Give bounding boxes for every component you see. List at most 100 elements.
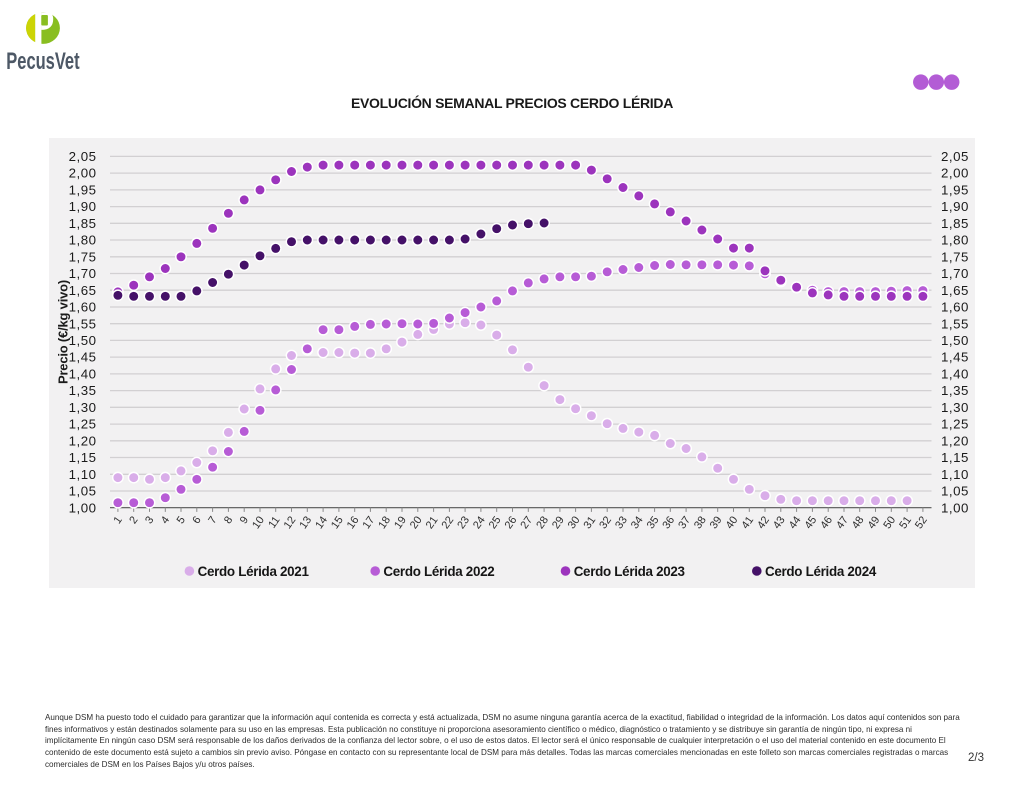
svg-text:10: 10: [250, 514, 267, 531]
svg-text:8: 8: [222, 514, 235, 526]
svg-text:1,85: 1,85: [941, 216, 969, 231]
svg-text:Cerdo Lérida 2024: Cerdo Lérida 2024: [765, 564, 877, 579]
svg-text:2,00: 2,00: [941, 166, 969, 181]
svg-text:1: 1: [112, 514, 125, 526]
svg-text:52: 52: [913, 514, 930, 531]
svg-text:1,10: 1,10: [941, 467, 969, 482]
svg-text:37: 37: [676, 514, 693, 531]
svg-text:1,60: 1,60: [941, 300, 969, 315]
svg-text:1,80: 1,80: [941, 233, 969, 248]
svg-text:1,50: 1,50: [69, 333, 97, 348]
svg-text:19: 19: [392, 514, 409, 531]
svg-text:1,25: 1,25: [69, 417, 97, 432]
svg-text:2,05: 2,05: [69, 149, 97, 164]
svg-text:27: 27: [518, 514, 535, 531]
svg-text:48: 48: [850, 514, 867, 531]
svg-text:21: 21: [424, 514, 441, 531]
svg-text:5: 5: [175, 514, 188, 526]
svg-text:1,00: 1,00: [941, 500, 969, 515]
svg-text:15: 15: [329, 514, 346, 531]
svg-text:43: 43: [771, 514, 788, 531]
svg-text:35: 35: [645, 514, 662, 531]
svg-text:13: 13: [297, 514, 314, 531]
svg-text:1,70: 1,70: [69, 266, 97, 281]
svg-text:9: 9: [238, 514, 251, 526]
svg-text:4: 4: [159, 514, 172, 526]
svg-text:6: 6: [190, 514, 203, 526]
svg-text:36: 36: [660, 514, 677, 531]
svg-text:1,70: 1,70: [941, 266, 969, 281]
svg-text:40: 40: [724, 514, 741, 531]
svg-text:1,65: 1,65: [941, 283, 969, 298]
svg-text:1,05: 1,05: [941, 484, 969, 499]
svg-text:12: 12: [282, 514, 299, 531]
svg-text:1,40: 1,40: [941, 367, 969, 382]
svg-text:38: 38: [692, 514, 709, 531]
svg-text:51: 51: [897, 514, 914, 531]
svg-text:26: 26: [503, 514, 520, 531]
svg-text:1,35: 1,35: [69, 383, 97, 398]
svg-text:44: 44: [787, 514, 804, 531]
svg-text:1,40: 1,40: [69, 367, 97, 382]
svg-text:17: 17: [361, 514, 378, 531]
svg-text:24: 24: [471, 514, 488, 531]
svg-text:41: 41: [739, 514, 756, 531]
svg-text:34: 34: [629, 514, 646, 531]
svg-text:1,75: 1,75: [941, 249, 969, 264]
svg-text:1,75: 1,75: [69, 249, 97, 264]
svg-text:29: 29: [550, 514, 567, 531]
svg-text:47: 47: [834, 514, 851, 531]
svg-text:11: 11: [266, 514, 282, 530]
svg-text:45: 45: [803, 514, 820, 531]
svg-text:1,90: 1,90: [69, 199, 97, 214]
svg-text:7: 7: [206, 514, 219, 526]
svg-text:1,30: 1,30: [69, 400, 97, 415]
svg-text:30: 30: [566, 514, 583, 531]
svg-text:46: 46: [818, 514, 835, 531]
svg-text:Cerdo Lérida 2022: Cerdo Lérida 2022: [383, 564, 494, 579]
svg-text:33: 33: [613, 514, 630, 531]
svg-text:1,05: 1,05: [69, 484, 97, 499]
svg-text:1,35: 1,35: [941, 383, 969, 398]
svg-text:1,90: 1,90: [941, 199, 969, 214]
svg-text:25: 25: [487, 514, 504, 531]
svg-text:PecusVet: PecusVet: [6, 48, 79, 75]
svg-text:1,45: 1,45: [941, 350, 969, 365]
svg-text:Cerdo Lérida 2021: Cerdo Lérida 2021: [198, 564, 310, 579]
svg-text:1,00: 1,00: [69, 500, 97, 515]
svg-text:20: 20: [408, 514, 425, 531]
svg-text:1,10: 1,10: [69, 467, 97, 482]
svg-text:32: 32: [597, 514, 614, 531]
svg-text:1,50: 1,50: [941, 333, 969, 348]
svg-text:49: 49: [866, 514, 883, 531]
svg-text:Cerdo Lérida 2023: Cerdo Lérida 2023: [574, 564, 685, 579]
svg-text:2: 2: [127, 514, 140, 526]
svg-text:16: 16: [345, 514, 362, 531]
svg-text:2,00: 2,00: [69, 166, 97, 181]
svg-text:50: 50: [881, 514, 898, 531]
svg-text:1,80: 1,80: [69, 233, 97, 248]
svg-text:1,65: 1,65: [69, 283, 97, 298]
svg-text:1,45: 1,45: [69, 350, 97, 365]
svg-text:42: 42: [755, 514, 772, 531]
svg-text:14: 14: [313, 514, 330, 531]
svg-text:39: 39: [708, 514, 725, 531]
svg-text:1,20: 1,20: [69, 433, 97, 448]
svg-text:1,25: 1,25: [941, 417, 969, 432]
svg-text:28: 28: [534, 514, 551, 531]
svg-text:1,95: 1,95: [941, 183, 969, 198]
svg-text:3: 3: [143, 514, 156, 526]
svg-text:1,95: 1,95: [69, 183, 97, 198]
svg-text:1,30: 1,30: [941, 400, 969, 415]
svg-text:1,20: 1,20: [941, 433, 969, 448]
svg-text:23: 23: [455, 514, 472, 531]
svg-text:1,85: 1,85: [69, 216, 97, 231]
svg-text:1,60: 1,60: [69, 300, 97, 315]
svg-text:1,15: 1,15: [941, 450, 969, 465]
svg-text:31: 31: [582, 514, 599, 531]
svg-text:1,55: 1,55: [941, 316, 969, 331]
svg-text:22: 22: [440, 514, 457, 531]
svg-text:18: 18: [376, 514, 393, 531]
svg-text:2,05: 2,05: [941, 149, 969, 164]
svg-text:1,15: 1,15: [69, 450, 97, 465]
